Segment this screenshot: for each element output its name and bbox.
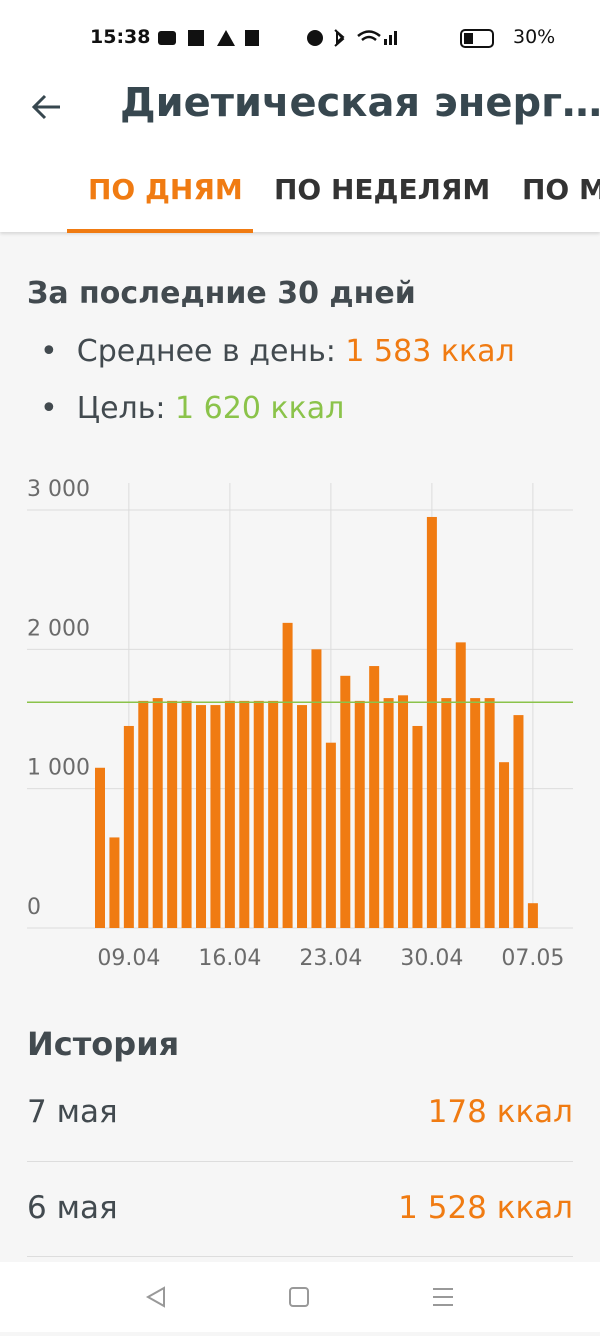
- bar: [95, 767, 105, 928]
- bar: [268, 700, 279, 928]
- tab[interactable]: ПО М: [522, 173, 600, 206]
- bar: [354, 700, 365, 928]
- summary-goal: • Цель: 1 620 ккал: [40, 391, 345, 426]
- bar: [282, 622, 293, 928]
- bar: [398, 695, 409, 928]
- separator: [27, 1256, 573, 1257]
- tab[interactable]: ПО ДНЯМ: [88, 173, 243, 206]
- y-tick-label: 2 000: [27, 616, 90, 641]
- bar: [412, 725, 423, 928]
- summary-average: • Среднее в день: 1 583 ккал: [40, 334, 515, 369]
- bar: [383, 698, 394, 928]
- label: Среднее в день:: [76, 334, 336, 369]
- summary-heading: За последние 30 дней: [27, 276, 416, 311]
- history-date: 6 мая: [27, 1190, 118, 1226]
- bar: [441, 698, 452, 928]
- nav-bar: [0, 1262, 600, 1332]
- bar: [297, 705, 308, 928]
- bar: [470, 698, 481, 928]
- bar: [311, 649, 322, 928]
- x-tick-label: 23.04: [299, 946, 362, 971]
- bar: [513, 715, 524, 928]
- y-tick-label: 3 000: [27, 477, 90, 502]
- history-heading: История: [27, 1025, 180, 1063]
- bar: [239, 700, 250, 928]
- x-tick-label: 16.04: [198, 946, 261, 971]
- bar: [210, 705, 221, 928]
- nav-home[interactable]: [289, 1287, 309, 1307]
- bar: [426, 516, 437, 928]
- x-tick-label: 07.05: [501, 946, 564, 971]
- bar: [499, 762, 510, 928]
- bar: [181, 700, 192, 928]
- bar: [196, 705, 207, 928]
- bar: [123, 725, 134, 928]
- bar: [484, 698, 495, 928]
- history-date: 7 мая: [27, 1094, 118, 1130]
- chart: 0 1 000 2 000 3 000 09.04 16.04 23.04 30.04 07.0…: [27, 477, 573, 971]
- bar: [152, 698, 163, 928]
- header: 15:38 30% Диетическая энерг… ПО ДНЯМ ПО …: [0, 0, 600, 233]
- value: 1 583 ккал: [345, 334, 515, 369]
- bar: [369, 666, 380, 928]
- bar: [340, 675, 351, 928]
- status-icons: [158, 29, 494, 48]
- bar: [138, 700, 149, 928]
- bar: [527, 903, 538, 928]
- value: 1 620 ккал: [175, 391, 345, 426]
- nav-icons: [145, 1286, 453, 1308]
- y-tick-label: 0: [27, 895, 41, 920]
- bar: [325, 742, 336, 928]
- x-tick-label: 09.04: [97, 946, 160, 971]
- y-tick-label: 1 000: [27, 756, 90, 781]
- nav-back[interactable]: [145, 1286, 165, 1308]
- bar: [167, 700, 178, 928]
- x-tick-label: 30.04: [400, 946, 463, 971]
- history-value: 1 528 ккал: [398, 1190, 573, 1226]
- back-button[interactable]: [30, 92, 64, 122]
- history-value: 178 ккал: [427, 1094, 573, 1130]
- status-battery: 30%: [513, 26, 556, 48]
- status-time: 15:38: [90, 26, 151, 48]
- bar: [109, 837, 120, 928]
- nav-menu[interactable]: [433, 1288, 453, 1306]
- bar: [455, 642, 466, 928]
- label: Цель:: [76, 391, 166, 426]
- separator: [27, 1161, 573, 1162]
- bar: [253, 700, 264, 928]
- tab[interactable]: ПО НЕДЕЛЯМ: [274, 173, 491, 206]
- page-title: Диетическая энерг…: [120, 80, 600, 126]
- tab-indicator: [67, 229, 253, 233]
- bar: [224, 700, 235, 928]
